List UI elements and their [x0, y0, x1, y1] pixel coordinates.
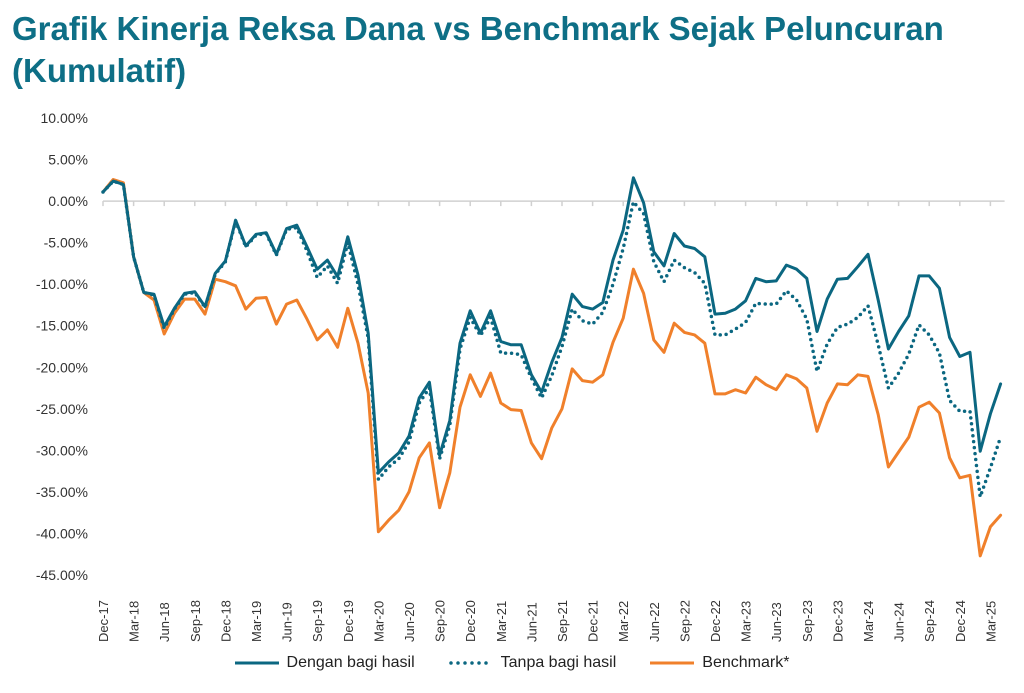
legend: Dengan bagi hasil Tanpa bagi hasil Bench…	[0, 654, 1024, 672]
y-tick-label: 0.00%	[48, 193, 88, 209]
x-tick-label: Dec-24	[953, 600, 968, 642]
legend-label: Tanpa bagi hasil	[500, 654, 617, 671]
legend-item-tanpa: Tanpa bagi hasil	[448, 654, 617, 672]
x-tick-label: Sep-24	[922, 600, 937, 642]
x-tick-label: Sep-18	[188, 600, 203, 642]
x-tick-label: Jun-24	[892, 602, 907, 642]
x-tick-label: Mar-18	[127, 601, 142, 642]
x-tick-label: Jun-22	[647, 602, 662, 642]
x-tick-label: Sep-20	[433, 600, 448, 642]
x-tick-label: Dec-18	[218, 600, 233, 642]
x-tick-label: Jun-18	[157, 602, 172, 642]
x-tick-label: Mar-20	[371, 601, 386, 642]
chart-title: Grafik Kinerja Reksa Dana vs Benchmark S…	[12, 10, 944, 89]
legend-item-benchmark: Benchmark*	[650, 654, 789, 672]
x-tick-label: Mar-25	[983, 601, 998, 642]
x-tick-label: Jun-20	[402, 602, 417, 642]
legend-item-dengan: Dengan bagi hasil	[234, 654, 415, 672]
x-tick-label: Mar-19	[249, 601, 264, 642]
y-tick-label: -45.00%	[36, 567, 88, 583]
x-tick-label: Dec-23	[830, 600, 845, 642]
y-tick-label: -15.00%	[36, 318, 88, 334]
x-tick-label: Dec-17	[96, 600, 111, 642]
y-tick-label: 10.00%	[41, 110, 88, 126]
legend-swatch-solid-orange	[650, 661, 695, 665]
x-tick-label: Sep-19	[310, 600, 325, 642]
x-tick-label: Sep-23	[800, 600, 815, 642]
x-tick-label: Mar-22	[616, 601, 631, 642]
x-tick-label: Sep-21	[555, 600, 570, 642]
y-tick-label: -5.00%	[44, 235, 88, 251]
series-line-benchmark	[101, 178, 1003, 558]
x-tick-label: Jun-19	[280, 602, 295, 642]
x-tick-label: Dec-20	[463, 600, 478, 642]
x-tick-label: Mar-23	[739, 601, 754, 642]
y-tick-label: -30.00%	[36, 442, 88, 458]
line-chart: 10.00% 5.00% 0.00% -5.00% -10.00% -15.00% -20.…	[36, 110, 1005, 642]
legend-label: Dengan bagi hasil	[286, 654, 415, 671]
legend-swatch-dotted-teal	[448, 661, 493, 665]
x-tick-label: Jun-23	[769, 602, 784, 642]
y-tick-label: -20.00%	[36, 359, 88, 375]
legend-label: Benchmark*	[702, 654, 790, 671]
y-tick-label: 5.00%	[48, 152, 88, 168]
y-tick-label: -10.00%	[36, 276, 88, 292]
x-tick-label: Dec-21	[586, 600, 601, 642]
x-tick-label: Dec-19	[341, 600, 356, 642]
x-tick-label: Jun-21	[524, 602, 539, 642]
x-tick-label: Dec-22	[708, 600, 723, 642]
y-tick-label: -40.00%	[36, 525, 88, 541]
y-tick-label: -25.00%	[36, 401, 88, 417]
x-tick-label: Mar-24	[861, 601, 876, 642]
legend-swatch-solid-teal	[234, 661, 279, 665]
y-tick-label: -35.00%	[36, 484, 88, 500]
x-tick-label: Mar-21	[494, 601, 509, 642]
x-tick-label: Sep-22	[677, 600, 692, 642]
series-line-tanpa-bagi-hasil	[101, 179, 1003, 499]
series-line-dengan-bagi-hasil	[101, 176, 1003, 475]
